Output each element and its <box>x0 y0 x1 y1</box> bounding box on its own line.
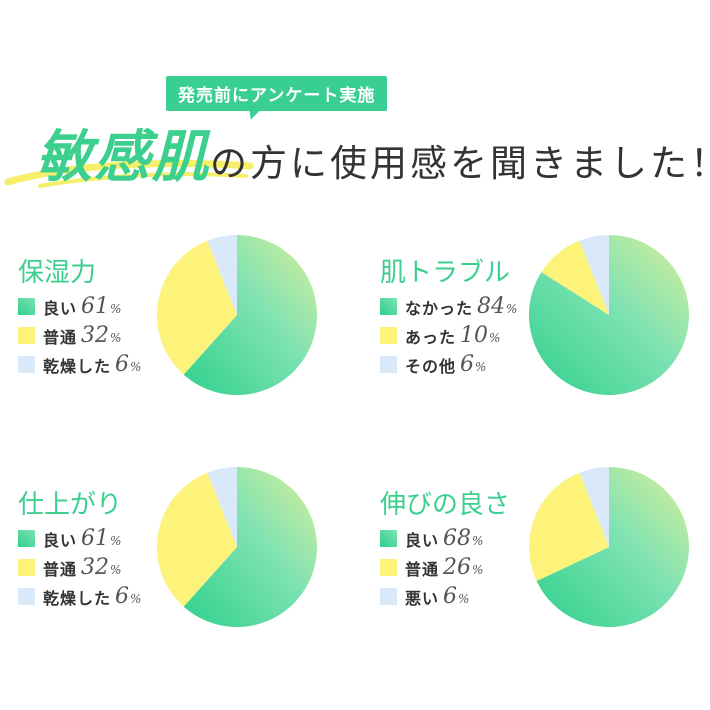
legend-value: 6% <box>115 584 142 609</box>
legend-unit: % <box>110 534 122 548</box>
legend-unit: % <box>130 360 142 374</box>
pie-chart <box>528 235 689 395</box>
legend-unit: % <box>472 534 484 548</box>
legend-item: 良い 61% <box>18 524 141 553</box>
legend-unit: % <box>110 331 122 345</box>
legend-value: 61% <box>81 526 122 551</box>
chart-panel-finish: 仕上がり 良い 61% 普通 32% 乾燥した 6% <box>18 467 358 674</box>
legend-label: 良い <box>43 298 78 318</box>
pie-slice-green <box>536 467 689 627</box>
legend-item: 良い 61% <box>18 292 141 321</box>
legend-value: 61% <box>81 294 122 319</box>
legend-item: 乾燥した 6% <box>18 582 141 611</box>
legend-unit: % <box>110 563 122 577</box>
legend-label: 普通 <box>43 559 78 579</box>
legend-item: 普通 32% <box>18 553 141 582</box>
legend: 良い 61% 普通 32% 乾燥した 6% <box>18 524 141 611</box>
legend-value: 26% <box>443 555 484 580</box>
legend-swatch-green <box>18 530 35 547</box>
chart-title: 保湿力 <box>18 258 97 288</box>
chart-panel-skin-trouble: 肌トラブル なかった 84% あった 10% その他 6% <box>380 235 710 442</box>
legend-item: 良い 68% <box>380 524 483 553</box>
legend-value: 84% <box>477 294 518 319</box>
headline-underline <box>4 159 254 188</box>
legend-value: 32% <box>81 323 122 348</box>
legend-swatch-green <box>380 298 397 315</box>
pie-slice-green <box>183 235 318 395</box>
legend-value: 6% <box>115 352 142 377</box>
legend-swatch-yellow <box>18 559 35 576</box>
legend-swatch-green <box>18 298 35 315</box>
pie-slice-blue <box>207 235 237 315</box>
legend-item: その他 6% <box>380 350 517 379</box>
headline-text: の方に使用感を聞きました！ <box>210 142 710 185</box>
chart-title: 肌トラブル <box>380 258 511 288</box>
legend-unit: % <box>472 563 484 577</box>
legend-label: 良い <box>43 530 78 550</box>
chart-title: 仕上がり <box>18 490 123 520</box>
legend-label: 良い <box>405 530 440 550</box>
pie-slice-yellow <box>528 472 609 582</box>
pie-slice-green <box>183 467 318 627</box>
legend-label: 乾燥した <box>43 356 112 376</box>
legend-swatch-blue <box>18 356 35 373</box>
legend-item: 普通 26% <box>380 553 483 582</box>
legend-item: なかった 84% <box>380 292 517 321</box>
legend-label: あった <box>405 327 457 347</box>
legend-item: あった 10% <box>380 321 517 350</box>
legend-swatch-green <box>380 530 397 547</box>
legend: なかった 84% あった 10% その他 6% <box>380 292 517 379</box>
legend-unit: % <box>110 302 122 316</box>
legend-unit: % <box>489 331 501 345</box>
legend: 良い 61% 普通 32% 乾燥した 6% <box>18 292 141 379</box>
legend-label: 普通 <box>43 327 78 347</box>
legend-unit: % <box>506 302 518 316</box>
legend-swatch-blue <box>18 588 35 605</box>
chart-title: 伸びの良さ <box>380 490 511 520</box>
survey-tag: 発売前にアンケート実施 <box>166 76 388 111</box>
legend-swatch-blue <box>380 356 397 373</box>
pie-slice-blue <box>207 467 237 547</box>
legend-label: 悪い <box>405 588 440 608</box>
legend-swatch-yellow <box>18 327 35 344</box>
headline: 敏感肌の方に使用感を聞きました！ <box>36 112 710 193</box>
legend-value: 32% <box>81 555 122 580</box>
legend-label: 普通 <box>405 559 440 579</box>
legend-swatch-yellow <box>380 559 397 576</box>
headline-emphasis: 敏感肌 <box>36 125 210 190</box>
pie-slice-yellow <box>157 240 237 375</box>
pie-slice-blue <box>579 235 609 315</box>
legend-value: 6% <box>443 584 470 609</box>
pie-slice-green <box>528 235 689 395</box>
pie-slice-yellow <box>157 472 237 607</box>
legend: 良い 68% 普通 26% 悪い 6% <box>380 524 483 611</box>
pie-slice-yellow <box>541 240 609 315</box>
legend-swatch-yellow <box>380 327 397 344</box>
legend-value: 10% <box>460 323 501 348</box>
chart-panel-moisture: 保湿力 良い 61% 普通 32% 乾燥した 6% <box>18 235 358 442</box>
chart-panel-spreadability: 伸びの良さ 良い 68% 普通 26% 悪い 6% <box>380 467 710 674</box>
legend-label: なかった <box>405 298 474 318</box>
pie-chart <box>157 467 318 627</box>
legend-item: 乾燥した 6% <box>18 350 141 379</box>
pie-chart <box>157 235 318 395</box>
legend-label: 乾燥した <box>43 588 112 608</box>
legend-value: 6% <box>460 352 487 377</box>
legend-value: 68% <box>443 526 484 551</box>
legend-swatch-blue <box>380 588 397 605</box>
legend-unit: % <box>130 592 142 606</box>
legend-item: 悪い 6% <box>380 582 483 611</box>
legend-item: 普通 32% <box>18 321 141 350</box>
legend-unit: % <box>475 360 487 374</box>
pie-slice-blue <box>579 467 609 547</box>
legend-unit: % <box>458 592 470 606</box>
legend-label: その他 <box>405 356 457 376</box>
pie-chart <box>528 467 689 627</box>
